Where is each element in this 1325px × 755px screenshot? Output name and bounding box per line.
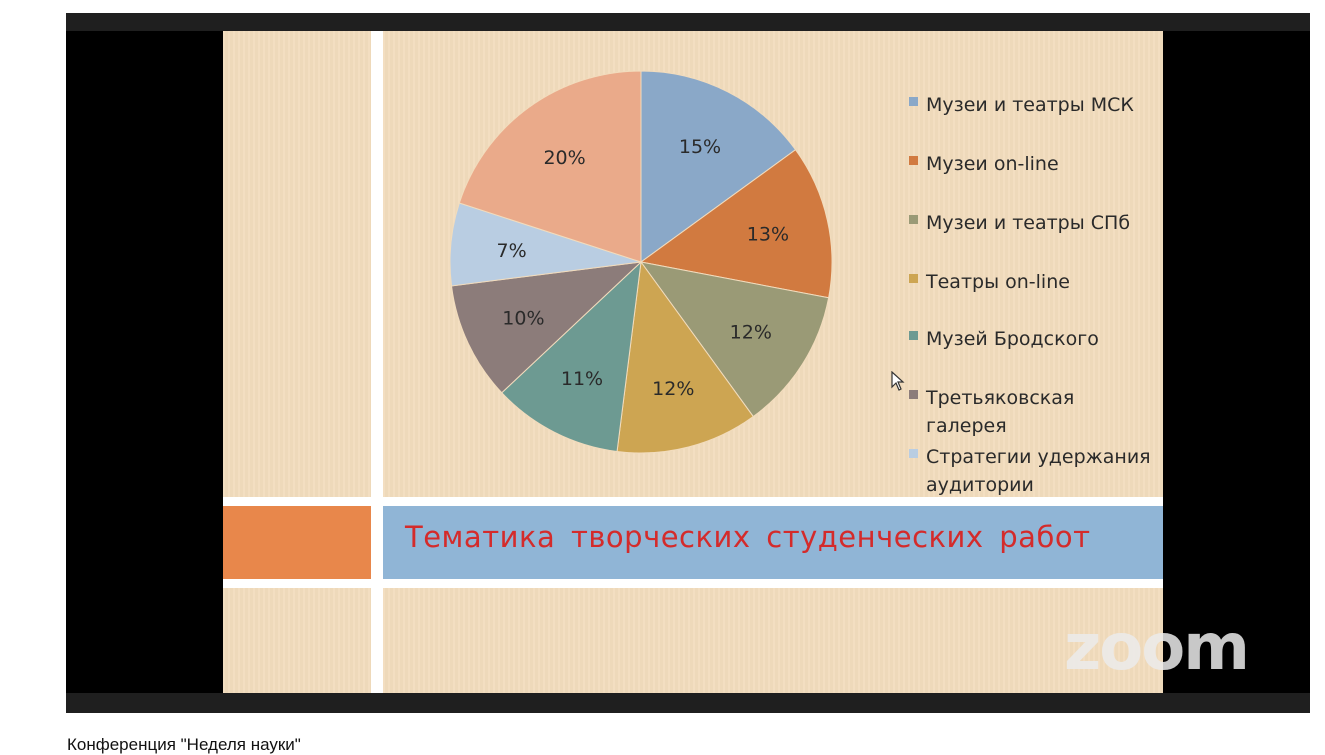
pie-slice [616, 260, 754, 454]
mouse-cursor-icon [891, 371, 905, 391]
slide-vertical-divider [371, 31, 383, 693]
slide-accent-block [223, 506, 371, 579]
legend-item: Третьяковская галерея [909, 384, 1159, 440]
pie-slice-label: 10% [502, 307, 544, 329]
pie-slice [450, 261, 643, 394]
legend-item: Стратегии удержания аудитории [909, 443, 1159, 499]
pie-slice [640, 70, 797, 263]
slide-title: Тематика творческих студенческих работ [405, 520, 1091, 554]
legend-label: Музей Бродского [926, 328, 1099, 350]
slide-title-band: Тематика творческих студенческих работ [383, 506, 1163, 579]
legend-label: Стратегии удержания аудитории [926, 446, 1151, 496]
legend-item: Музей Бродского [909, 325, 1159, 353]
slide-horizontal-divider-top [223, 497, 1163, 506]
legend-label: Третьяковская галерея [926, 387, 1075, 437]
legend-swatch [909, 215, 918, 224]
legend-item: Музеи и театры МСК [909, 91, 1159, 119]
pie-slice [639, 261, 830, 418]
pie-slice-label: 11% [561, 368, 603, 390]
zoom-logo: zoom [1064, 611, 1250, 685]
legend-item: Музеи on-line [909, 150, 1159, 178]
pie-slice [639, 149, 833, 299]
legend-label: Театры on-line [926, 271, 1070, 293]
legend-swatch [909, 97, 918, 106]
pie-slice-label: 20% [543, 147, 585, 169]
pie-slice-label: 13% [747, 224, 789, 246]
legend-label: Музеи on-line [926, 153, 1059, 175]
legend-item: Театры on-line [909, 268, 1159, 296]
pie-slice [501, 260, 642, 453]
legend-swatch [909, 274, 918, 283]
pie-slice-label: 7% [497, 240, 527, 262]
slide-horizontal-divider-bottom [223, 579, 1163, 588]
legend-label: Музеи и театры СПб [926, 212, 1131, 234]
video-title[interactable]: Конференция "Неделя науки" [67, 735, 301, 754]
pie-slice-label: 12% [730, 322, 772, 344]
legend-item: Музеи и театры СПб [909, 209, 1159, 237]
legend-swatch [909, 331, 918, 340]
pie-slice-label: 12% [652, 378, 694, 400]
legend-label: Музеи и театры МСК [926, 94, 1134, 116]
legend-swatch [909, 390, 918, 399]
presentation-slide: Тематика творческих студенческих работ 1… [223, 31, 1163, 693]
legend-swatch [909, 449, 918, 458]
legend-swatch [909, 156, 918, 165]
pie-slice-label: 15% [679, 136, 721, 158]
pie-chart: 15% 13% 12% 12% 11% 10% 7% 20% [449, 70, 833, 454]
pie-slice [458, 70, 642, 263]
